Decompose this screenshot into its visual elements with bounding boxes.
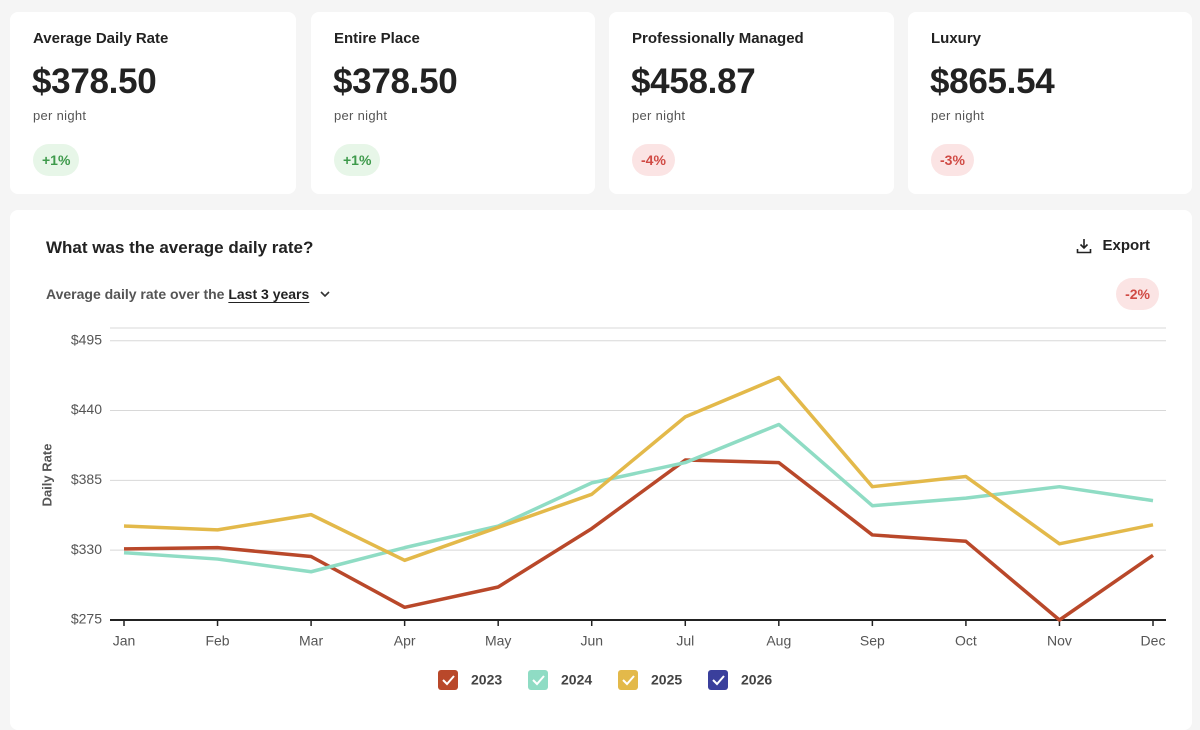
card-title: Luxury — [931, 30, 982, 47]
legend-check — [532, 675, 545, 686]
legend-checkbox — [438, 670, 458, 690]
x-tick-label: Oct — [955, 633, 977, 649]
legend-check — [712, 675, 725, 686]
legend-item[interactable]: 2024 — [528, 670, 592, 690]
card-title: Professionally Managed — [632, 30, 804, 47]
card-unit: per night — [334, 108, 388, 123]
panel-title: What was the average daily rate? — [46, 238, 314, 257]
change-badge: +1% — [334, 144, 381, 176]
legend-label: 2025 — [651, 672, 682, 688]
y-tick-label: $495 — [71, 331, 102, 347]
x-tick-label: Feb — [205, 633, 229, 649]
y-tick-label: $385 — [71, 471, 102, 487]
legend-label: 2023 — [471, 672, 502, 688]
metric-card: Average Daily Rate $378.50 per night +1% — [10, 12, 296, 194]
dropdown-icon — [320, 291, 330, 298]
legend-checkbox — [618, 670, 638, 690]
legend-check — [442, 675, 455, 686]
legend-item[interactable]: 2026 — [708, 670, 772, 690]
card-title: Average Daily Rate — [33, 30, 169, 47]
export-button[interactable]: Export — [1076, 237, 1150, 254]
subtitle-text: Average daily rate over the — [46, 286, 225, 302]
series-line — [123, 458, 1154, 622]
subtitle: Average daily rate over the Last 3 years — [46, 286, 331, 302]
card-value: $865.54 — [930, 62, 1055, 101]
x-tick-label: Dec — [1141, 633, 1166, 649]
card-unit: per night — [33, 108, 87, 123]
change-badge: -3% — [931, 144, 974, 176]
x-tick-label: Apr — [394, 633, 416, 649]
legend-label: 2026 — [741, 672, 772, 688]
legend-checkbox — [528, 670, 548, 690]
legend-checkbox — [708, 670, 728, 690]
legend-item[interactable]: 2025 — [618, 670, 682, 690]
change-badge: -4% — [632, 144, 675, 176]
x-tick-label: Mar — [299, 633, 323, 649]
period-selector[interactable]: Last 3 years — [228, 286, 310, 302]
chart-panel: What was the average daily rate? Export … — [10, 210, 1192, 730]
export-icon — [1077, 238, 1092, 253]
series-line — [123, 422, 1154, 574]
x-tick-label: Sep — [860, 633, 885, 649]
legend-item[interactable]: 2023 — [438, 670, 502, 690]
y-axis-title: Daily Rate — [39, 444, 54, 507]
y-tick-label: $330 — [71, 541, 102, 557]
x-tick-label: May — [485, 633, 511, 649]
legend-check — [622, 675, 635, 686]
metric-card: Entire Place $378.50 per night +1% — [311, 12, 595, 194]
change-badge: -2% — [1116, 278, 1159, 310]
series-line — [123, 375, 1154, 563]
y-tick-label: $440 — [71, 401, 102, 417]
card-value: $378.50 — [32, 62, 157, 101]
metric-card: Professionally Managed $458.87 per night… — [609, 12, 894, 194]
card-unit: per night — [931, 108, 985, 123]
x-tick-label: Jan — [113, 633, 136, 649]
card-value: $458.87 — [631, 62, 756, 101]
card-unit: per night — [632, 108, 686, 123]
x-tick-label: Jun — [580, 633, 603, 649]
metric-card: Luxury $865.54 per night -3% — [908, 12, 1192, 194]
change-badge: +1% — [33, 144, 80, 176]
card-value: $378.50 — [333, 62, 458, 101]
y-tick-label: $275 — [71, 611, 102, 627]
x-tick-label: Nov — [1047, 633, 1072, 649]
x-tick-label: Jul — [676, 633, 694, 649]
export-label: Export — [1102, 237, 1150, 254]
legend-label: 2024 — [561, 672, 592, 688]
x-tick-label: Aug — [766, 633, 791, 649]
card-title: Entire Place — [334, 30, 420, 47]
